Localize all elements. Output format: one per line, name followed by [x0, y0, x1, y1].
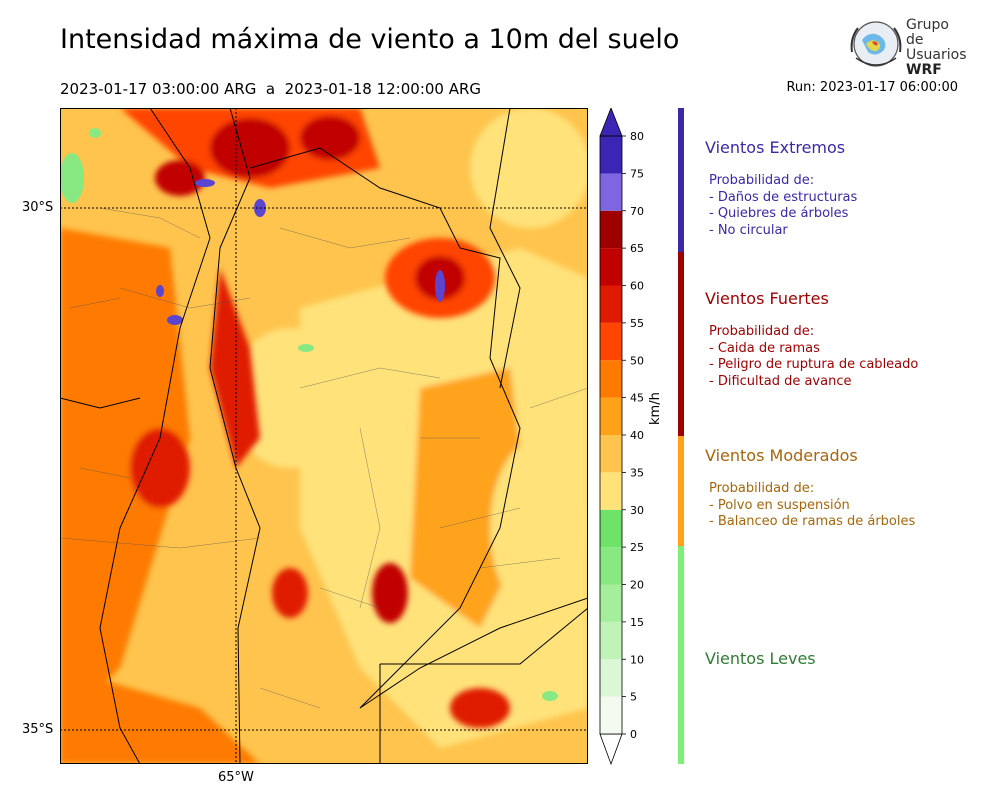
lat-label-30s: 30°S: [22, 200, 54, 215]
logo-line-1: Grupo de: [906, 17, 949, 48]
colorbar-tick-label: 70: [630, 205, 644, 218]
graticule: [60, 108, 588, 764]
colorbar-tick-label: 5: [630, 691, 637, 704]
colorbar-segment: [600, 360, 622, 398]
colorbar-segment: [600, 397, 622, 435]
legend-moderate-line: Probabilidad de:: [709, 481, 815, 496]
run-time: Run: 2023-01-17 06:00:00: [786, 80, 958, 95]
colorbar-segment: [600, 472, 622, 510]
colorbar-tick-label: 45: [630, 392, 644, 405]
legend-strong-line: - Dificultad de avance: [709, 373, 852, 389]
legend-bar-extreme: [678, 108, 684, 252]
colorbar-lower-cap: [599, 733, 623, 766]
legend-extreme-line: - Daños de estructuras: [709, 189, 858, 205]
legend-extreme-line: - No circular: [709, 222, 788, 238]
colorbar-tick-label: 15: [630, 616, 644, 629]
colorbar-tick-label: 20: [630, 579, 644, 592]
colorbar-segment: [600, 248, 622, 286]
colorbar-tick-label: 30: [630, 504, 644, 517]
legend-extreme-line: - Quiebres de árboles: [709, 206, 849, 221]
legend-bar-strong: [678, 252, 684, 436]
wind-map: [60, 108, 588, 764]
lat-label-35s: 35°S: [22, 722, 54, 737]
legend-bar-light: [678, 546, 684, 764]
legend-strong-title: Vientos Fuertes: [705, 289, 829, 308]
light-wind-spots: [60, 128, 558, 701]
moderate-light-zones: [230, 108, 588, 748]
legend-moderate-line: - Polvo en suspensión: [709, 497, 850, 513]
globe-icon: [850, 21, 902, 67]
colorbar-tick-label: 55: [630, 317, 644, 330]
colorbar-unit: km/h: [648, 392, 663, 425]
colorbar-tick-label: 80: [630, 130, 644, 143]
legend-light-title: Vientos Leves: [705, 649, 816, 668]
province-lines: [60, 207, 588, 709]
wind-colorbar: 0 5 10 15 20 25 30 35 40 45 50 55 60 65 70 75 80: [599, 108, 644, 766]
legend-extreme: Vientos Extremos Probabilidad de: - Daño…: [705, 138, 985, 239]
legend-strong-line: Probabilidad de:: [709, 324, 815, 339]
logo-line-3: WRF: [906, 62, 942, 78]
lon-label-65w: 65°W: [218, 770, 254, 785]
legend-light: Vientos Leves: [705, 649, 985, 668]
border-lines: [60, 108, 588, 764]
extreme-wind-spots: [156, 179, 445, 325]
legend-strong: Vientos Fuertes Probabilidad de: - Caida…: [705, 289, 985, 390]
colorbar-segment: [600, 659, 622, 697]
legend-moderate: Vientos Moderados Probabilidad de: - Pol…: [705, 446, 985, 531]
legend-moderate-line: - Balanceo de ramas de árboles: [709, 514, 916, 529]
colorbar-segment: [600, 210, 622, 249]
colorbar-tick-label: 40: [630, 429, 644, 442]
colorbar-segment: [600, 435, 622, 473]
colorbar-segment: [600, 584, 622, 622]
colorbar-segment: [600, 547, 622, 585]
colorbar-tick-label: 50: [630, 354, 644, 367]
colorbar-tick-label: 25: [630, 541, 644, 554]
colorbar-tick-label: 10: [630, 653, 644, 666]
colorbar-tick-label: 65: [630, 242, 644, 255]
colorbar-segment: [600, 696, 622, 734]
legend-extreme-title: Vientos Extremos: [705, 138, 846, 157]
legend-extreme-line: Probabilidad de:: [709, 173, 815, 188]
colorbar-segment: [600, 136, 622, 174]
logo-line-2: Usuarios: [906, 47, 967, 63]
colorbar-segment: [600, 621, 622, 660]
legend-strong-line: - Caida de ramas: [709, 340, 820, 356]
colorbar-tick-label: 35: [630, 466, 644, 479]
legend-bar-moderate: [678, 436, 684, 546]
colorbar-tick-label: 75: [630, 167, 644, 180]
colorbar-segment: [600, 322, 622, 361]
colorbar-segment: [600, 509, 622, 548]
grupo-usuarios-wrf-logo: Grupo de Usuarios WRF: [848, 17, 968, 78]
legend-strong-line: - Peligro de ruptura de cableado: [709, 357, 919, 372]
colorbar-upper-cap: [599, 108, 623, 137]
map-title: Intensidad máxima de viento a 10m del su…: [60, 24, 680, 55]
colorbar-segment: [600, 285, 622, 323]
colorbar-tick-label: 60: [630, 280, 644, 293]
valid-period: 2023-01-17 03:00:00 ARG a 2023-01-18 12:…: [60, 80, 482, 98]
colorbar-tick-label: 0: [630, 728, 637, 741]
colorbar-segment: [600, 173, 622, 211]
legend-moderate-title: Vientos Moderados: [705, 446, 858, 465]
